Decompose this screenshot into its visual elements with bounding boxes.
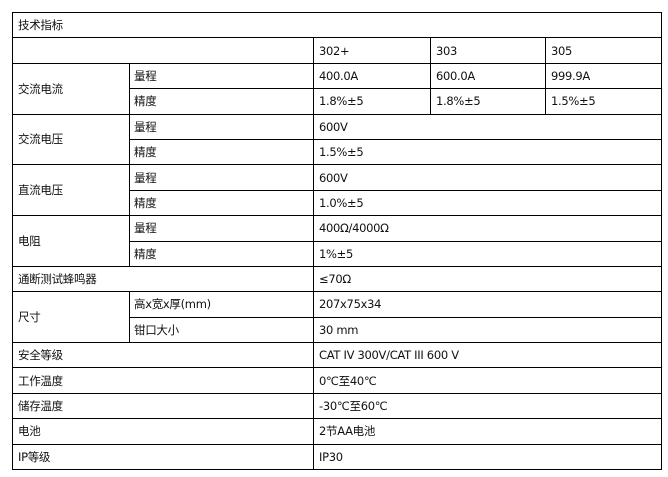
resistance-label: 电阻 [12, 215, 130, 267]
table-row: 电阻 量程 400Ω/4000Ω [12, 215, 663, 267]
table-row: 储存温度 -30℃至60℃ [12, 392, 663, 420]
value: 400.0A [313, 62, 431, 90]
range-label: 量程 [129, 164, 314, 191]
table-row: 工作温度 0℃至40℃ [12, 367, 663, 394]
jaw-label: 钳口大小 [129, 316, 314, 344]
dims-label: 高x宽x厚(mm) [129, 291, 314, 318]
safety-label: 安全等级 [12, 342, 314, 369]
value: 400Ω/4000Ω [312, 215, 663, 242]
table-row: 直流电压 量程 600V [12, 164, 663, 217]
value: -30℃至60℃ [312, 392, 663, 420]
value: 600V [312, 164, 663, 191]
value: 1.5%±5 [312, 138, 663, 166]
table-row: 精度 1.0%±5 [13, 189, 663, 217]
table-row: 交流电压 量程 600V [12, 113, 663, 166]
range-label: 量程 [129, 62, 314, 90]
table-row: 精度 1%±5 [13, 240, 663, 267]
accuracy-label: 精度 [129, 138, 314, 166]
title-row: 技术指标 [11, 11, 663, 39]
table-row: 精度 1.5%±5 [13, 138, 663, 166]
dc-voltage-label: 直流电压 [12, 164, 130, 217]
table-row: 精度 1.8%±5 1.8%±5 1.5%±5 [13, 88, 663, 115]
table-title: 技术指标 [11, 11, 663, 39]
model-302plus: 302+ [313, 37, 431, 64]
range-label: 量程 [129, 215, 314, 242]
value: 2节AA电池 [312, 418, 663, 445]
storage-temp-label: 储存温度 [12, 392, 314, 420]
table-row: 电池 2节AA电池 [12, 418, 663, 445]
value: 1.0%±5 [312, 189, 663, 217]
battery-label: 电池 [12, 418, 314, 445]
model-row: 302+ 303 305 [12, 37, 663, 64]
table-row: 交流电流 量程 400.0A 600.0A 999.9A [12, 62, 663, 115]
value: 600.0A [430, 62, 546, 90]
model-303: 303 [430, 37, 546, 64]
operating-temp-label: 工作温度 [12, 367, 314, 394]
table-row: 钳口大小 30 mm [13, 316, 663, 344]
model-305: 305 [544, 37, 663, 64]
spec-table: 技术指标 302+ 303 305 交流电流 量程 400.0A 600.0A … [11, 11, 663, 471]
ac-current-label: 交流电流 [12, 62, 130, 115]
continuity-label: 通断测试蜂鸣器 [12, 265, 314, 293]
accuracy-label: 精度 [129, 189, 314, 217]
value: 1%±5 [312, 240, 663, 267]
accuracy-label: 精度 [129, 240, 314, 267]
ip-label: IP等级 [12, 443, 314, 471]
size-label: 尺寸 [12, 291, 130, 344]
range-label: 量程 [129, 113, 314, 140]
table-row: 通断测试蜂鸣器 ≤70Ω [12, 265, 663, 293]
value: CAT IV 300V/CAT III 600 V [312, 342, 663, 369]
value: 600V [312, 113, 663, 140]
empty-cell [12, 37, 314, 64]
value: 30 mm [312, 316, 663, 344]
value: 999.9A [544, 62, 663, 90]
value: 1.8%±5 [313, 88, 431, 115]
value: IP30 [312, 443, 663, 471]
value: ≤70Ω [312, 265, 663, 293]
ac-voltage-label: 交流电压 [12, 113, 130, 166]
table-row: 尺寸 高x宽x厚(mm) 207x75x34 [12, 291, 663, 344]
accuracy-label: 精度 [129, 88, 314, 115]
value: 207x75x34 [312, 291, 663, 318]
table-row: IP等级 IP30 [12, 443, 663, 471]
value: 1.8%±5 [430, 88, 546, 115]
table-row: 安全等级 CAT IV 300V/CAT III 600 V [12, 342, 663, 369]
value: 1.5%±5 [544, 88, 663, 115]
value: 0℃至40℃ [312, 367, 663, 394]
